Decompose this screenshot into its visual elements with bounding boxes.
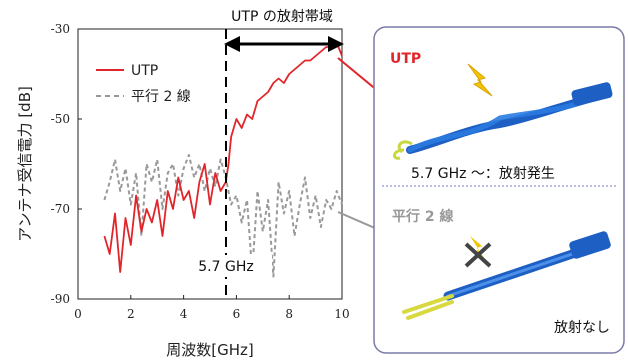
panel-utp-caption: 5.7 GHz ～：放射発生 [411, 166, 555, 182]
x-tick-label: 10 [334, 307, 349, 321]
x-tick-label: 4 [180, 307, 188, 321]
panel-utp-label: UTP [390, 51, 421, 67]
panel-parallel-label: 平行 2 線 [392, 208, 454, 225]
y-tick-label: -50 [51, 112, 70, 126]
y-tick-label: -30 [51, 22, 70, 36]
y-tick-label: -70 [51, 202, 70, 216]
no-radiation-icon [464, 236, 492, 268]
y-tick-label: -90 [51, 292, 70, 306]
cable-panel: UTP 5.7 GHz ～：放射発生 平行 2 線 放射なし [373, 26, 625, 354]
lightning-icon [467, 63, 493, 97]
threshold-label-bg [180, 255, 272, 277]
chart-title: UTP の放射帯域 [231, 9, 333, 25]
threshold-label: 5.7 GHz [198, 259, 253, 275]
x-tick-label: 6 [233, 307, 241, 321]
series-line-parallel [103, 154, 343, 278]
legend: UTP 平行 2 線 [96, 63, 191, 105]
x-tick-label: 2 [127, 307, 135, 321]
plot-frame [77, 28, 343, 300]
tick-layer: 0 2 4 6 8 10 -30 -50 -70 -90 [51, 22, 350, 321]
y-axis-title: アンテナ受信電力 [dB] [16, 86, 34, 242]
panel-parallel-caption: 放射なし [554, 320, 610, 336]
parallel-cable-icon [402, 231, 611, 320]
x-tick-label: 8 [285, 307, 293, 321]
legend-label-parallel: 平行 2 線 [131, 89, 191, 105]
x-tick-label: 0 [74, 307, 82, 321]
x-axis-title: 周波数[GHz] [166, 341, 253, 359]
twisted-pair-cable-icon [393, 82, 613, 160]
band-arrow [224, 36, 344, 52]
legend-label-utp: UTP [131, 63, 158, 79]
